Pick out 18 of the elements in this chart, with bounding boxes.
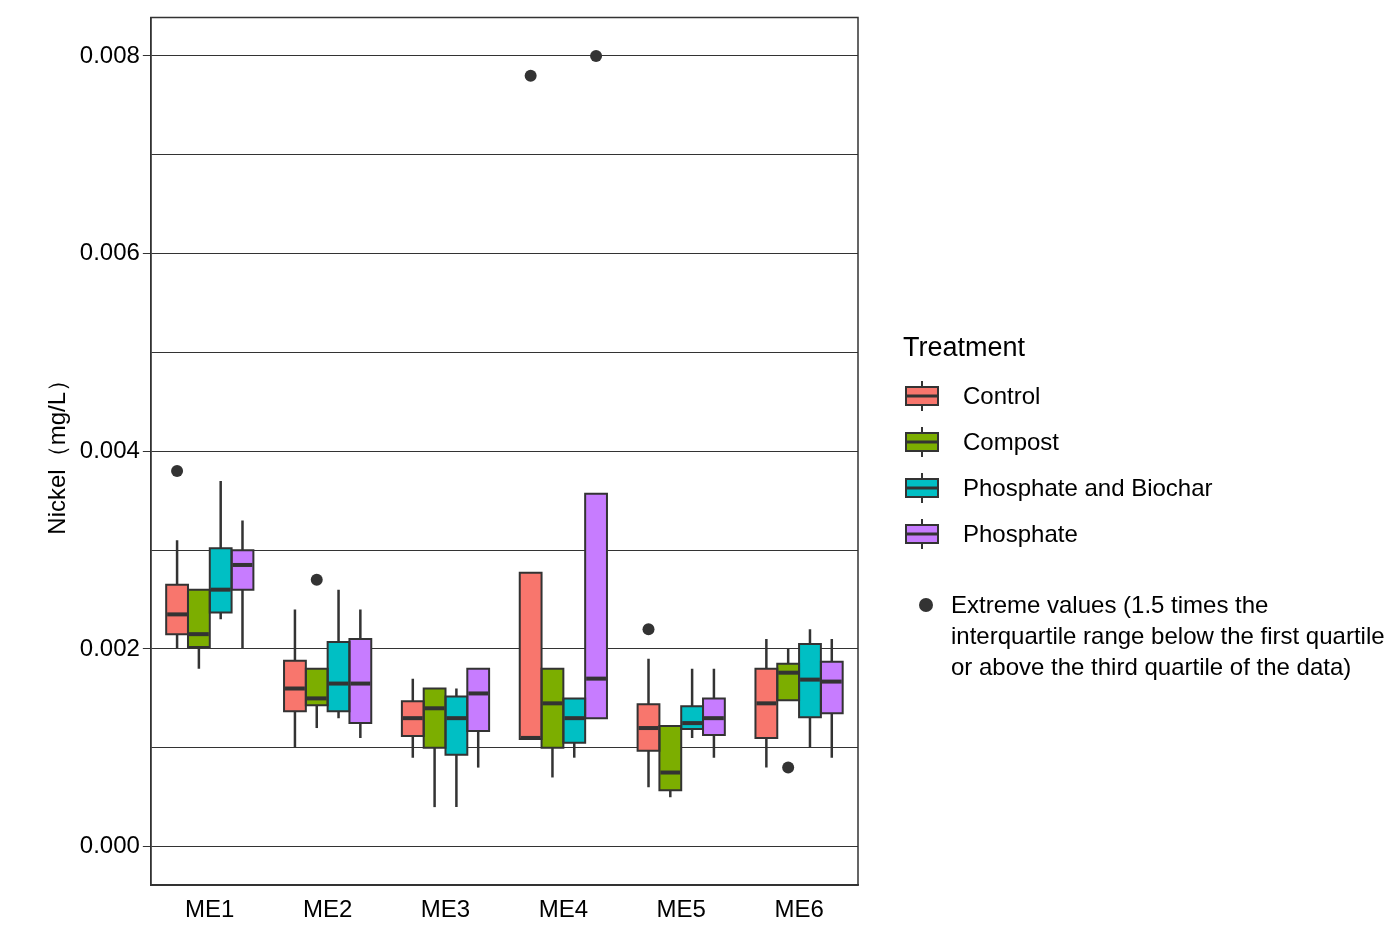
legend-label: Phosphate xyxy=(963,520,1078,548)
y-tick-label: 0.002 xyxy=(79,633,140,661)
x-tick-label: ME1 xyxy=(185,895,235,923)
x-tick-label: ME4 xyxy=(538,895,589,923)
legend-title: Treatment xyxy=(903,332,1027,363)
y-tick-label: 0.000 xyxy=(79,831,140,859)
text: Extreme values (1.5 times the interquartile range below the first quartile or above the third quartile of the data) xyxy=(951,590,1386,682)
x-tick-label: ME5 xyxy=(656,895,706,923)
legend-label: Control xyxy=(963,382,1041,410)
y-tick-label: 0.004 xyxy=(79,435,140,463)
x-tick-label: ME6 xyxy=(774,895,824,923)
y-tick-label: 0.008 xyxy=(79,40,140,68)
x-tick-label: ME3 xyxy=(420,895,471,923)
legend-label: Compost xyxy=(963,428,1060,456)
legend-label: Phosphate and Biochar xyxy=(963,474,1213,502)
x-tick-label: ME2 xyxy=(302,895,353,923)
y-tick-label: 0.006 xyxy=(79,238,140,266)
y-axis-title: Nickel（mg/L） xyxy=(43,367,71,535)
